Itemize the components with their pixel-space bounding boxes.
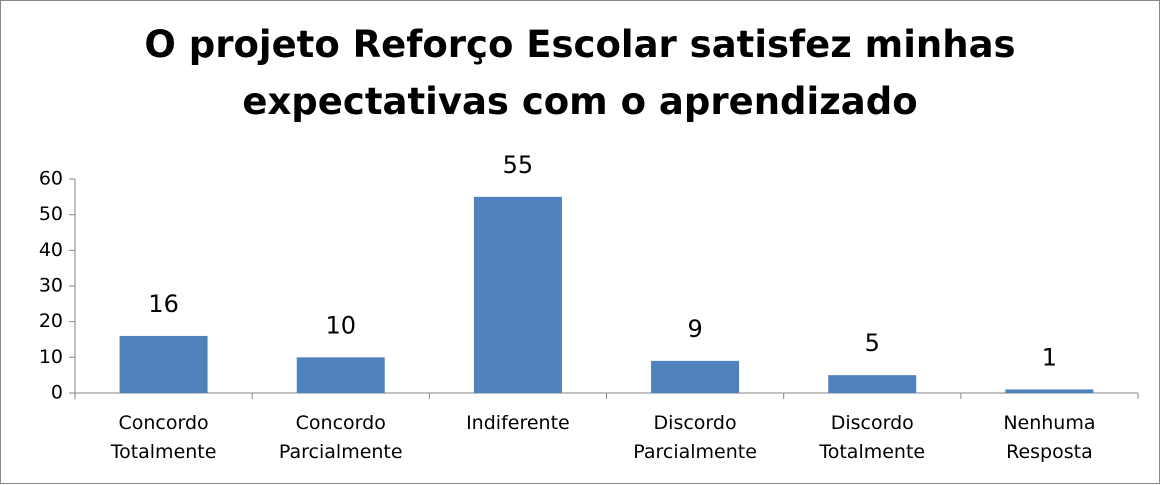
x-tick-label: Discordo Totalmente	[819, 412, 926, 463]
value-label: 55	[503, 151, 534, 179]
value-label: 9	[687, 315, 702, 343]
bar	[296, 357, 385, 393]
y-tick-label: 50	[39, 203, 63, 225]
x-tick-label: Concordo Totalmente	[110, 412, 217, 463]
value-label: 1	[1042, 343, 1057, 371]
bar	[828, 375, 917, 393]
chart-title: O projeto Reforço Escolar satisfez minha…	[144, 23, 1016, 123]
bar	[119, 335, 208, 393]
bar	[473, 196, 562, 393]
bar	[651, 360, 740, 393]
y-tick-label: 30	[39, 275, 63, 297]
x-tick-label: Nenhuma Resposta	[1003, 412, 1096, 463]
y-tick-label: 40	[39, 239, 63, 261]
bar	[1005, 389, 1094, 393]
y-tick-label: 0	[51, 382, 63, 404]
y-tick-label: 60	[39, 168, 63, 190]
y-tick-label: 20	[39, 310, 63, 332]
value-label: 5	[865, 329, 880, 357]
x-tick-label: Discordo Parcialmente	[633, 412, 757, 463]
y-tick-label: 10	[39, 346, 63, 368]
x-tick-label: Indiferente	[466, 412, 570, 434]
value-label: 16	[148, 290, 179, 318]
x-tick-label: Concordo Parcialmente	[278, 412, 403, 463]
value-label: 10	[325, 311, 356, 339]
